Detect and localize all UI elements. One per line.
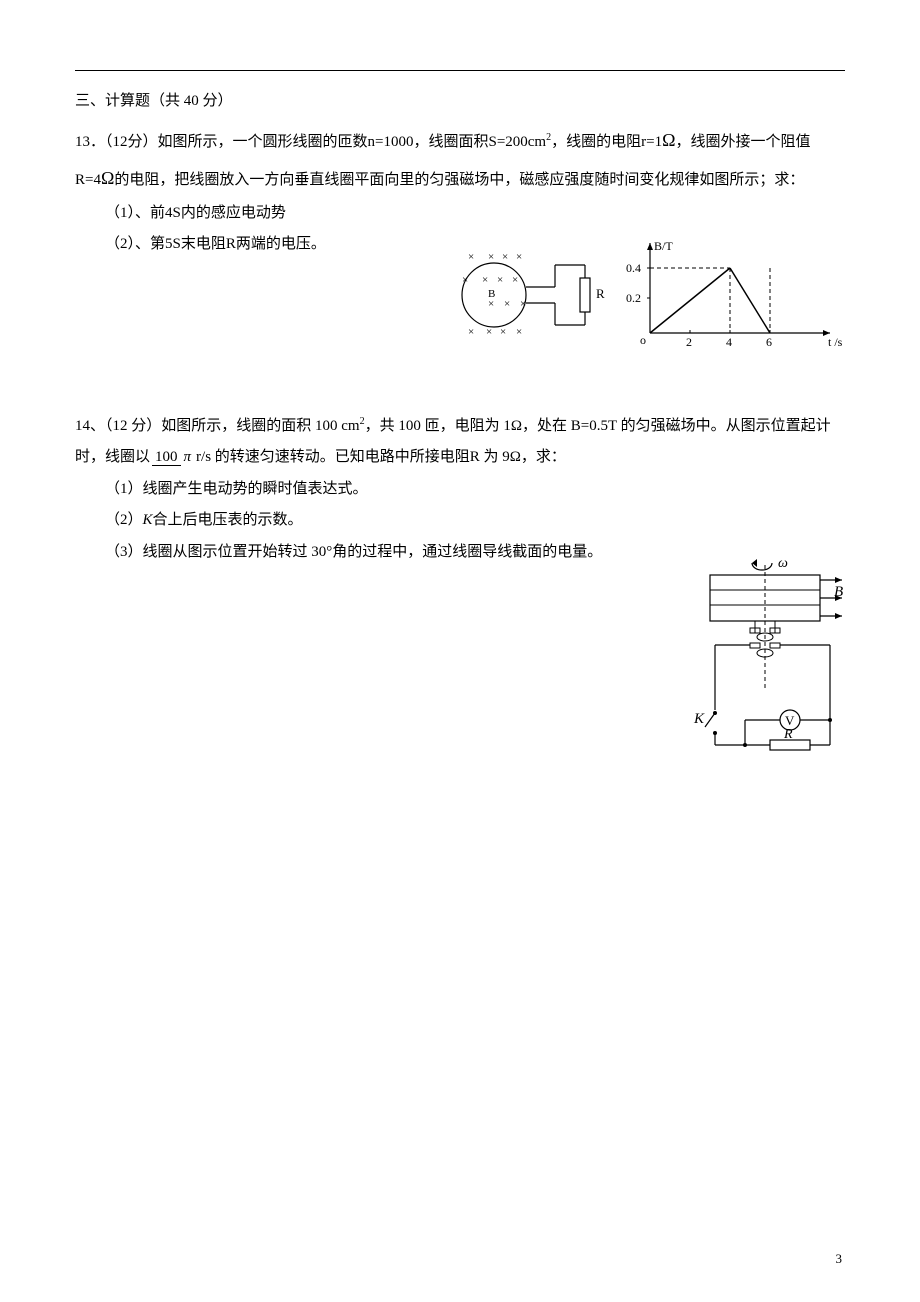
p13-text1: （12分）如图所示，一个圆形线圈的匝数n=1000，线圈面积S=200cm (105, 134, 546, 150)
p14-q1: （1）线圈产生电动势的瞬时值表达式。 (75, 474, 845, 506)
R-label-2: R (783, 727, 793, 742)
circuit-svg: ×××× ×××× ××× ×××× B R (460, 245, 620, 355)
xtick-2: 4 (726, 335, 732, 349)
svg-text:×: × (500, 326, 506, 338)
origin-label: o (640, 333, 646, 347)
coil-svg: ω B K (690, 555, 850, 755)
p14-q2k: K (143, 512, 153, 528)
page-number: 3 (836, 1251, 843, 1267)
p14-q2-wrap: （2）K合上后电压表的示数。 (75, 505, 845, 537)
svg-text:×: × (468, 251, 474, 263)
svg-text:×: × (502, 251, 508, 263)
V-label: V (785, 713, 795, 728)
problem-14: 14、（12 分）如图所示，线圈的面积 100 cm2，共 100 匝，电阻为 … (75, 411, 845, 569)
p14-num: 14、 (75, 418, 105, 434)
svg-text:×: × (516, 326, 522, 338)
bt-graph: B/T t /s o 0.2 0.4 2 4 6 (620, 238, 850, 358)
p13-text4: 的电阻，把线圈放入一方向垂直线圈平面向里的匀强磁场中，磁感应强度随时间变化规律如… (114, 172, 804, 188)
fraction: 100π (152, 449, 194, 466)
p13-text2: ，线圈的电阻r=1 (551, 134, 662, 150)
svg-text:×: × (504, 298, 510, 310)
svg-text:×: × (512, 274, 518, 286)
graph-svg: B/T t /s o 0.2 0.4 2 4 6 (620, 238, 850, 353)
p13-num: 13． (75, 134, 105, 150)
svg-text:×: × (482, 274, 488, 286)
xtick-1: 2 (686, 335, 692, 349)
omega-label: ω (778, 556, 788, 571)
svg-text:×: × (488, 251, 494, 263)
omega-1: Ω (662, 130, 675, 150)
section-title: 三、计算题（共 40 分） (75, 89, 845, 110)
svg-text:×: × (516, 251, 522, 263)
xtick-3: 6 (766, 335, 772, 349)
coil-diagram: ω B K (690, 555, 850, 760)
frac-den: π (181, 449, 195, 465)
p14-q2b: 合上后电压表的示数。 (153, 512, 303, 528)
svg-text:×: × (497, 274, 503, 286)
frac-num: 100 (152, 449, 181, 466)
svg-text:B: B (488, 288, 495, 300)
omega-2: Ω (101, 168, 114, 188)
svg-text:×: × (468, 326, 474, 338)
svg-text:×: × (486, 326, 492, 338)
p13-q1: （1）、前4S内的感应电动势 (75, 198, 845, 230)
y-axis-label: B/T (654, 239, 673, 253)
x-axis-label: t /s (828, 335, 843, 349)
p14-text1: （12 分）如图所示，线圈的面积 100 cm (105, 418, 360, 434)
ytick-2: 0.4 (626, 261, 641, 275)
R-label: R (596, 286, 605, 301)
ytick-1: 0.2 (626, 291, 641, 305)
p14-q2a: （2） (105, 512, 143, 528)
p14-text3: r/s 的转速匀速转动。已知电路中所接电阻R 为 9Ω，求： (196, 449, 566, 465)
top-divider (75, 70, 845, 71)
K-label: K (693, 711, 705, 727)
circuit-diagram: ×××× ×××× ××× ×××× B R (460, 245, 620, 360)
B-label: B (834, 584, 843, 600)
